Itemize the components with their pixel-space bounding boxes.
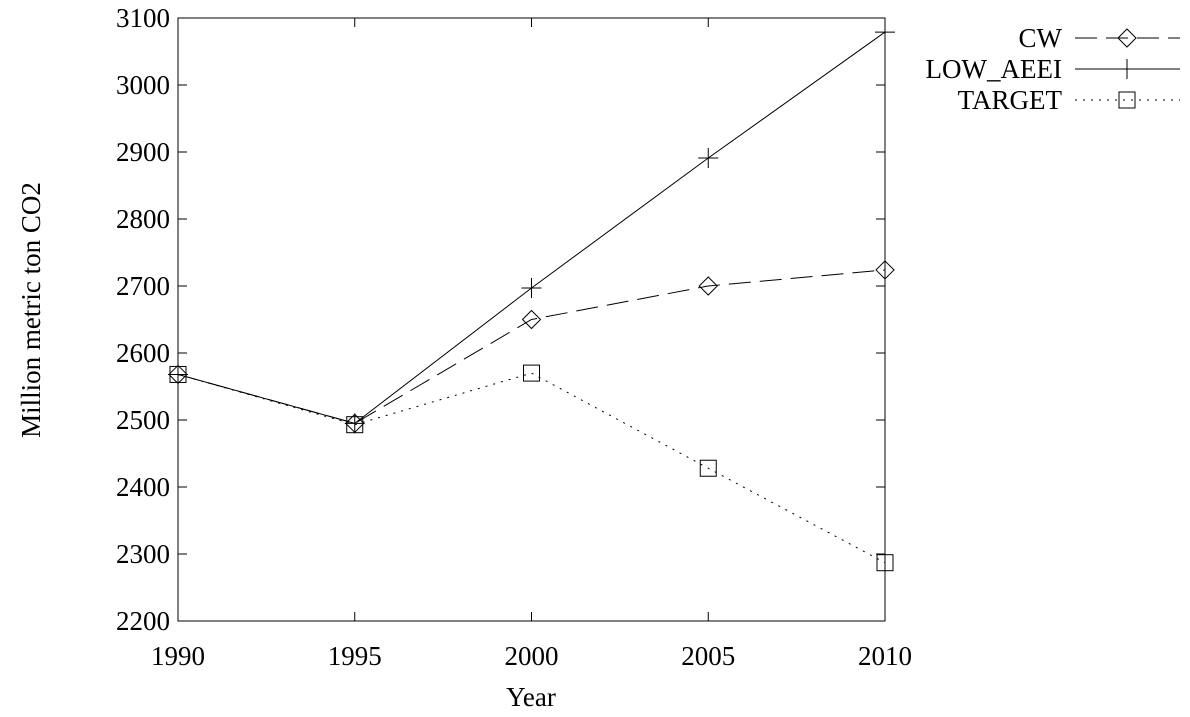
x-tick-label: 2005 bbox=[681, 641, 735, 671]
y-tick-label: 3000 bbox=[116, 70, 170, 100]
series-markers bbox=[168, 22, 895, 572]
y-tick-label: 2700 bbox=[116, 271, 170, 301]
data-point-low-aeei bbox=[168, 364, 188, 385]
series-line-target bbox=[177, 372, 886, 564]
y-tick-label: 3100 bbox=[116, 3, 170, 33]
y-tick-label: 2900 bbox=[116, 137, 170, 167]
x-tick-label: 1990 bbox=[151, 641, 205, 671]
data-point-target bbox=[876, 554, 894, 572]
data-point-low-aeei bbox=[698, 148, 719, 169]
y-tick-label: 2500 bbox=[116, 405, 170, 435]
data-point-cw bbox=[875, 260, 895, 280]
y-axis-label: Million metric ton CO2 bbox=[16, 182, 46, 438]
legend-label-low-aeei: LOW_AEEI bbox=[926, 54, 1062, 84]
y-tick-label: 2800 bbox=[116, 204, 170, 234]
data-point-target bbox=[169, 365, 187, 383]
y-tick-label: 2400 bbox=[116, 472, 170, 502]
legend-label-target: TARGET bbox=[958, 85, 1063, 115]
legend-marker-target bbox=[1118, 91, 1136, 109]
data-point-target bbox=[523, 364, 540, 382]
series-line-cw bbox=[177, 269, 886, 424]
legend-marker-cw bbox=[1117, 28, 1137, 48]
data-point-target bbox=[699, 459, 717, 477]
y-tick-label: 2300 bbox=[116, 539, 170, 569]
data-point-low-aeei bbox=[875, 22, 895, 43]
legend-label-cw: CW bbox=[1019, 23, 1063, 53]
data-point-low-aeei bbox=[521, 278, 542, 299]
y-tick-label: 2600 bbox=[116, 338, 170, 368]
x-axis-label: Year bbox=[506, 682, 556, 712]
y-tick-label: 2200 bbox=[116, 606, 170, 636]
data-point-cw bbox=[521, 309, 542, 330]
x-tick-label: 2000 bbox=[505, 641, 559, 671]
data-point-cw bbox=[698, 276, 718, 296]
legend-marker-low-aeei bbox=[1117, 59, 1137, 79]
axis-ticks: 2200 2300 2400 2500 2600 2700 2800 2900 3000 3100… bbox=[116, 3, 912, 671]
x-tick-label: 2010 bbox=[858, 641, 912, 671]
x-tick-label: 1995 bbox=[328, 641, 382, 671]
data-point-target bbox=[346, 416, 364, 434]
